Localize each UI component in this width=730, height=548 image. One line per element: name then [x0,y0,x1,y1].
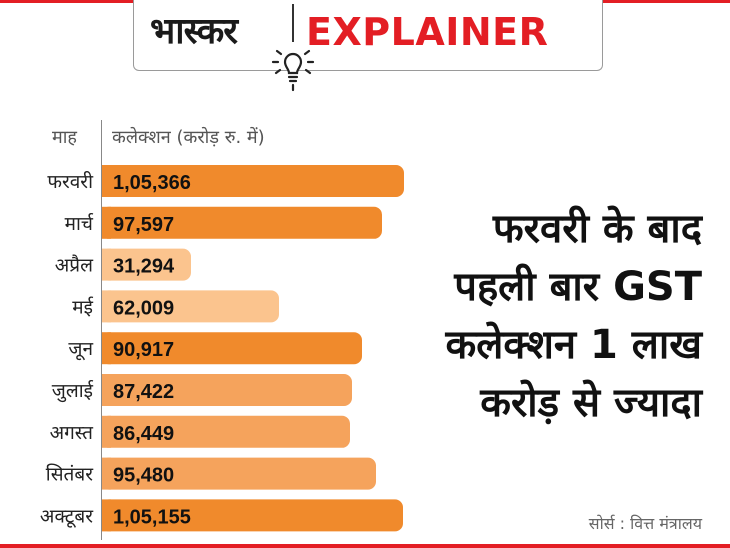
logo-bhaskar: भास्कर [150,11,238,52]
column-header-collection: कलेक्शन (करोड़ रु. में) [112,127,265,148]
value-label: 95,480 [113,465,174,487]
bar-edge [101,457,111,490]
source-note: सोर्स : वित्त मंत्रालय [588,514,702,533]
headline: फरवरी के बाद पहली बार GST कलेक्शन 1 लाख करो… [362,200,702,432]
bar [101,248,191,281]
axis-line [101,120,102,540]
headline-line: पहली बार GST [454,264,702,310]
bar-chart: फरवरी 1,05,366 मार्च 97,597 अप्रैल 31,294 मई 62… [40,165,404,532]
logo-divider [292,4,294,42]
headline-line: कलेक्शन 1 लाख [445,322,702,368]
category-label: जुलाई [52,379,94,403]
value-label: 31,294 [113,256,175,278]
bar [101,206,382,239]
bar-edge [101,206,111,239]
category-label: सितंबर [46,463,94,486]
category-label: मई [72,295,94,318]
value-label: 86,449 [113,423,174,445]
category-label: मार्च [65,212,94,235]
header-banner [133,0,603,71]
bottom-rule [0,544,730,548]
bar-edge [101,499,111,532]
category-label: फरवरी [47,170,94,193]
lightbulb-icon [271,49,315,92]
bar-edge [101,332,111,365]
bar [101,457,376,490]
bar [101,499,403,532]
bar-edge [101,415,111,448]
bar-edge [101,290,111,323]
column-header-month: माह [52,127,77,148]
category-label: जून [68,338,93,361]
category-label: अगस्त [50,422,95,444]
category-label: अप्रैल [55,254,94,277]
category-label: अक्टूबर [40,505,94,528]
bar [101,332,362,365]
bar-edge [101,248,111,281]
value-label: 87,422 [113,381,174,403]
bar [101,165,404,197]
bar-edge [101,165,111,197]
headline-line: फरवरी के बाद [492,206,702,252]
headline-line: करोड़ से ज्यादा [480,380,702,426]
bar [101,415,350,448]
value-label: 90,917 [113,339,174,361]
value-label: 97,597 [113,214,174,236]
value-label: 62,009 [113,297,174,319]
value-label: 1,05,366 [113,172,191,194]
bar [101,374,352,406]
logo-explainer: EXPLAINER [306,10,549,54]
value-label: 1,05,155 [113,506,191,528]
bar [101,290,279,323]
bar-edge [101,374,111,406]
